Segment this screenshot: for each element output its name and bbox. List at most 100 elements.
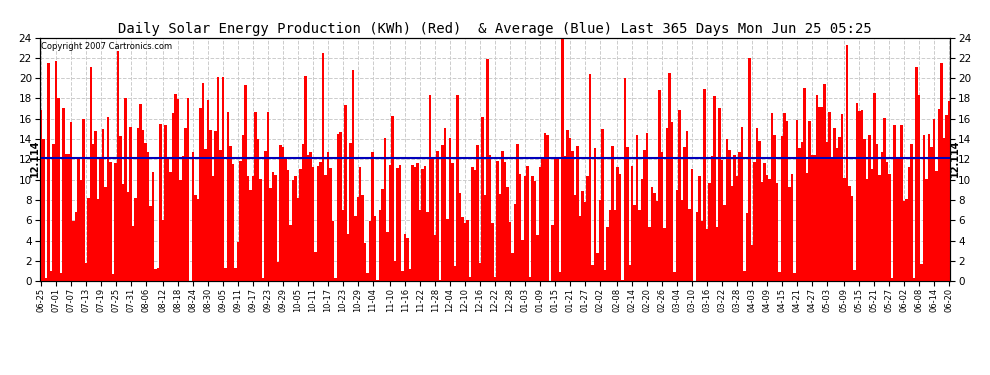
Bar	[458, 194, 461, 281]
Bar	[561, 38, 563, 281]
Bar	[586, 176, 589, 281]
Bar	[187, 99, 189, 281]
Bar	[110, 162, 112, 281]
Bar	[661, 152, 663, 281]
Bar	[251, 176, 254, 281]
Bar	[102, 129, 105, 281]
Bar	[609, 210, 611, 281]
Bar	[474, 170, 476, 281]
Bar	[913, 278, 916, 281]
Bar	[87, 198, 89, 281]
Bar	[865, 179, 868, 281]
Bar	[342, 210, 345, 281]
Bar	[926, 180, 928, 281]
Bar	[67, 154, 69, 281]
Bar	[74, 212, 77, 281]
Bar	[247, 176, 249, 281]
Bar	[850, 196, 853, 281]
Bar	[563, 156, 566, 281]
Bar	[942, 138, 945, 281]
Bar	[601, 129, 604, 281]
Bar	[219, 150, 222, 281]
Bar	[404, 234, 407, 281]
Bar	[681, 200, 683, 281]
Bar	[823, 84, 826, 281]
Bar	[841, 114, 843, 281]
Bar	[235, 268, 237, 281]
Bar	[843, 178, 845, 281]
Bar	[873, 93, 875, 281]
Bar	[771, 113, 773, 281]
Bar	[656, 201, 658, 281]
Bar	[511, 253, 514, 281]
Bar	[863, 139, 865, 281]
Bar	[706, 229, 709, 281]
Bar	[294, 176, 297, 281]
Bar	[486, 59, 489, 281]
Bar	[947, 101, 950, 281]
Bar	[391, 116, 394, 281]
Bar	[776, 183, 778, 281]
Bar	[179, 180, 182, 281]
Bar	[69, 122, 72, 281]
Bar	[107, 117, 110, 281]
Bar	[928, 134, 931, 281]
Bar	[209, 130, 212, 281]
Bar	[509, 222, 511, 281]
Bar	[663, 228, 666, 281]
Bar	[893, 124, 896, 281]
Bar	[62, 108, 64, 281]
Bar	[551, 225, 553, 281]
Bar	[855, 103, 858, 281]
Bar	[469, 277, 471, 281]
Bar	[386, 231, 389, 281]
Bar	[686, 131, 688, 281]
Bar	[542, 157, 544, 281]
Bar	[870, 169, 873, 281]
Bar	[434, 235, 437, 281]
Bar	[212, 176, 214, 281]
Bar	[314, 252, 317, 281]
Bar	[916, 67, 918, 281]
Bar	[653, 194, 656, 281]
Bar	[599, 200, 601, 281]
Bar	[903, 201, 906, 281]
Bar	[880, 152, 883, 281]
Bar	[266, 112, 269, 281]
Bar	[162, 220, 164, 281]
Bar	[439, 280, 442, 281]
Bar	[274, 175, 276, 281]
Bar	[798, 148, 801, 281]
Bar	[911, 144, 913, 281]
Bar	[225, 268, 227, 281]
Bar	[666, 128, 668, 281]
Bar	[553, 159, 556, 281]
Bar	[125, 98, 127, 281]
Bar	[691, 169, 693, 281]
Bar	[453, 266, 456, 281]
Bar	[698, 176, 701, 281]
Bar	[898, 157, 901, 281]
Bar	[432, 159, 434, 281]
Bar	[322, 53, 324, 281]
Bar	[568, 138, 571, 281]
Bar	[463, 223, 466, 281]
Bar	[232, 164, 235, 281]
Bar	[182, 156, 184, 281]
Bar	[739, 153, 741, 281]
Bar	[204, 149, 207, 281]
Bar	[768, 179, 771, 281]
Bar	[202, 83, 204, 281]
Bar	[878, 175, 880, 281]
Bar	[701, 221, 703, 281]
Bar	[254, 112, 256, 281]
Bar	[539, 166, 542, 281]
Bar	[409, 269, 412, 281]
Bar	[813, 155, 816, 281]
Bar	[319, 162, 322, 281]
Bar	[745, 213, 748, 281]
Bar	[84, 262, 87, 281]
Bar	[412, 165, 414, 281]
Bar	[120, 136, 122, 281]
Bar	[240, 161, 242, 281]
